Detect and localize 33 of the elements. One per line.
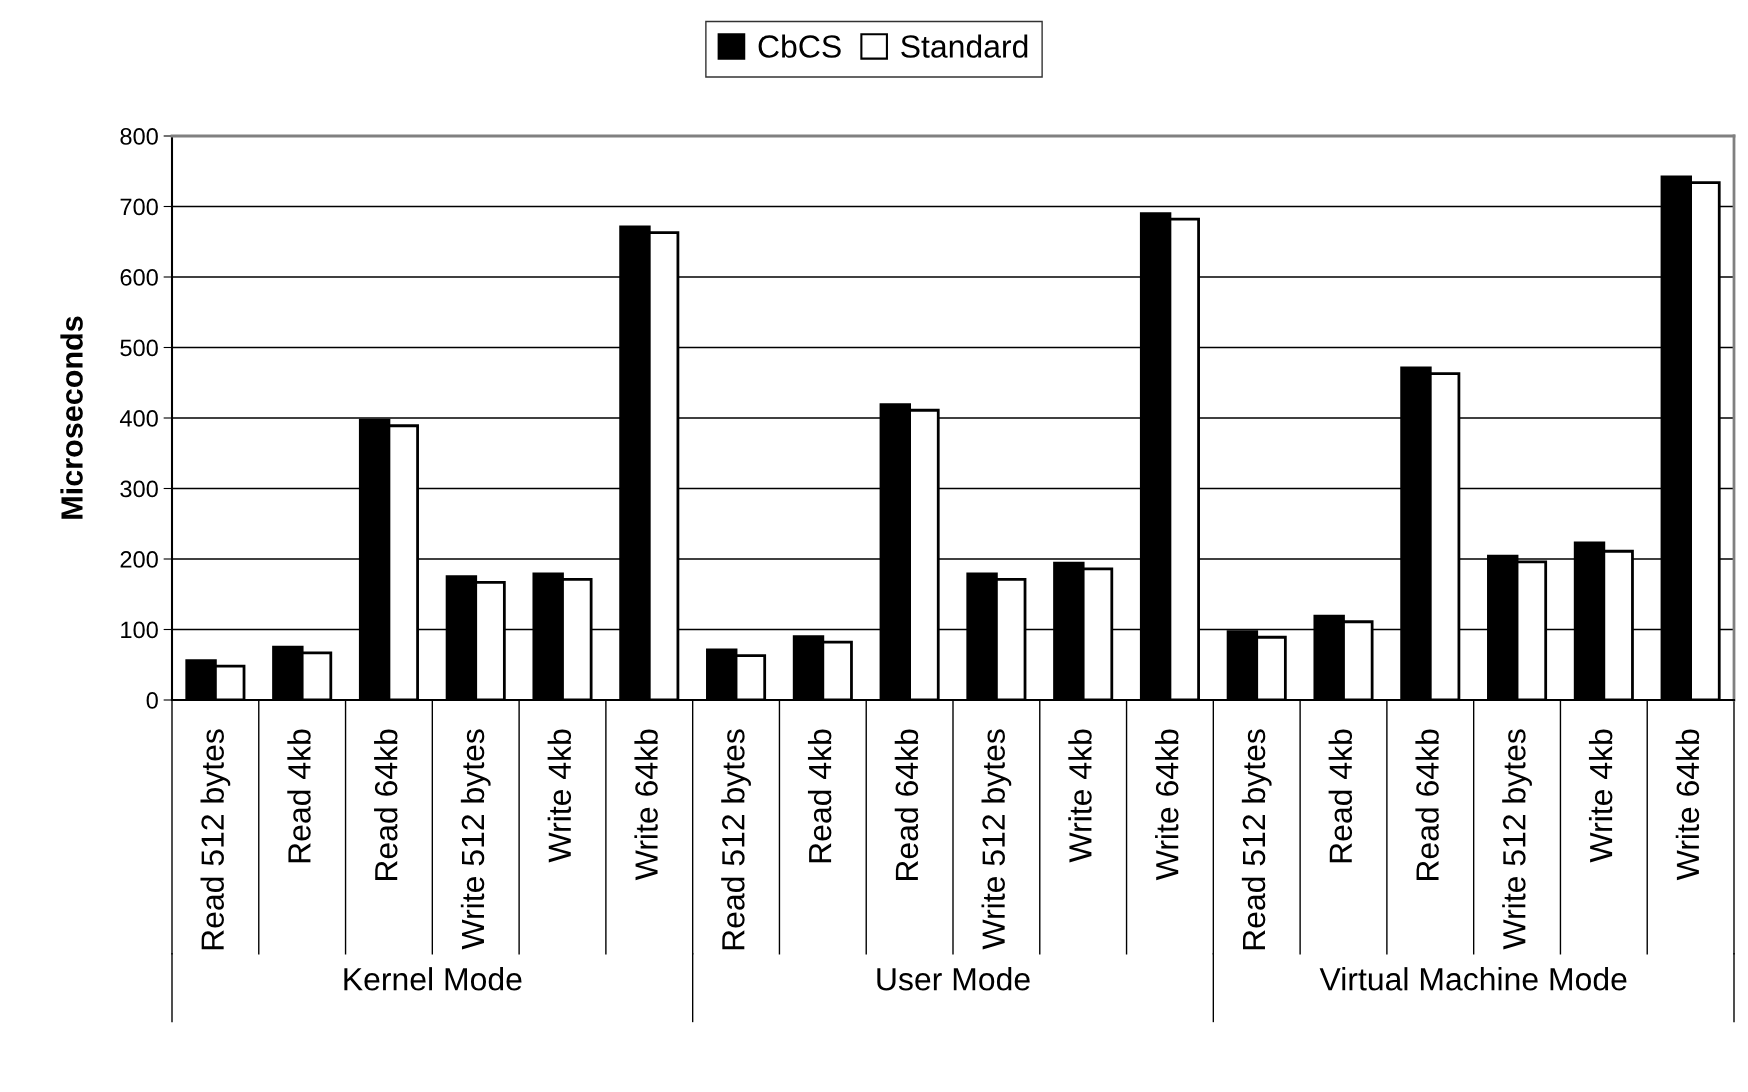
x-tick-label: Read 64kb <box>894 729 919 881</box>
x-tick-label: Read 512 bytes <box>200 729 231 950</box>
y-tick-label: 0 <box>146 692 158 709</box>
y-tick-label: 600 <box>120 269 158 286</box>
x-tick-label: Read 64kb <box>374 729 398 881</box>
x-tick-label: Read 64kb <box>1415 729 1439 881</box>
y-tick-label: 400 <box>119 410 158 427</box>
legend-label: Standard <box>901 34 1028 58</box>
x-tick-label: Write 4kb <box>1068 729 1092 863</box>
x-tick-label: Read 4kb <box>807 729 832 863</box>
y-tick-label: 500 <box>120 339 158 357</box>
y-tick-label: 700 <box>120 198 158 216</box>
y-tick-label: 100 <box>121 621 158 639</box>
x-tick-label: Write 4kb <box>1588 729 1613 863</box>
x-tick-label: Read 4kb <box>1328 729 1353 863</box>
x-tick-label: Write 512 bytes <box>1502 729 1532 950</box>
x-tick-label: Read 512 bytes <box>1241 729 1272 950</box>
y-tick-label: 300 <box>120 480 158 498</box>
x-tick-label: Write 64kb <box>1155 729 1179 881</box>
y-tick-label: 800 <box>120 128 158 145</box>
x-tick-label: Read 512 bytes <box>721 729 751 950</box>
x-tick-label: Read 4kb <box>287 729 311 863</box>
text: User Mode <box>877 967 1030 991</box>
y-tick-label: 200 <box>120 551 158 568</box>
y-axis-title: Microseconds <box>60 316 83 519</box>
legend-label: CbCS <box>758 34 841 58</box>
x-tick-label: Write 64kb <box>634 729 658 881</box>
x-tick-label: Write 4kb <box>547 729 572 863</box>
x-tick-label: Write 64kb <box>1675 729 1700 881</box>
x-tick-label: Write 512 bytes <box>460 729 491 950</box>
x-tick-label: Write 512 bytes <box>981 729 1012 950</box>
text: Virtual Machine Mode <box>1319 967 1627 991</box>
text: Kernel Mode <box>344 967 522 991</box>
